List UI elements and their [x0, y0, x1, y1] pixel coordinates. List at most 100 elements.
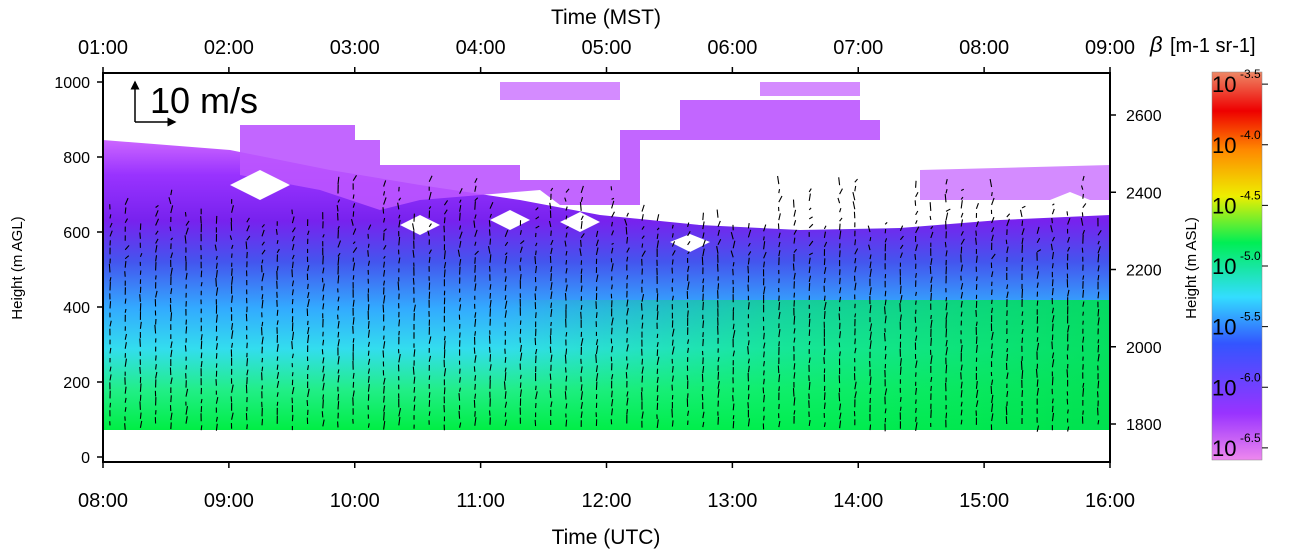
wind-arrow	[732, 415, 735, 420]
y-right-tick-label: 2600	[1126, 108, 1162, 125]
wind-arrow	[504, 241, 509, 247]
wind-arrow	[155, 275, 157, 280]
wind-arrow	[200, 352, 203, 359]
wind-arrow	[459, 422, 462, 428]
wind-arrow	[595, 339, 599, 346]
wind-arrow	[550, 302, 553, 309]
wind-arrow	[397, 202, 400, 210]
colorbar-tick-base: 10	[1212, 72, 1236, 97]
wind-arrow	[656, 342, 659, 348]
wind-arrow	[1021, 370, 1024, 379]
backscatter-field	[103, 82, 1110, 462]
wind-arrow	[915, 422, 918, 431]
wind-arrow	[474, 241, 477, 246]
wind-arrow	[884, 408, 887, 414]
wind-arrow	[960, 390, 963, 398]
wind-arrow	[930, 376, 933, 383]
wind-arrow	[504, 391, 507, 399]
wind-arrow	[778, 250, 781, 257]
wind-arrow	[884, 353, 887, 360]
wind-arrow	[899, 366, 902, 375]
wind-arrow	[687, 265, 690, 273]
colorbar-tick-exponent: -6.0	[1240, 370, 1261, 384]
wind-arrow	[322, 339, 325, 346]
wind-arrow	[991, 350, 994, 359]
wind-arrow	[367, 376, 370, 383]
wind-arrow	[869, 261, 872, 269]
wind-arrow	[215, 314, 218, 323]
wind-arrow	[778, 195, 783, 203]
wind-arrow	[702, 320, 705, 329]
colorbar-tick-exponent: -5.5	[1240, 310, 1261, 324]
wind-arrow	[808, 188, 812, 193]
wind-arrow	[398, 236, 401, 246]
wind-arrow	[322, 419, 325, 427]
wind-arrow	[504, 276, 507, 282]
wind-arrow	[945, 364, 948, 374]
wind-arrow	[1082, 275, 1085, 280]
wind-arrow	[215, 416, 218, 422]
wind-arrow	[1097, 339, 1100, 344]
wind-arrow	[869, 387, 872, 395]
wind-arrow	[945, 212, 949, 221]
wind-arrow	[747, 393, 750, 400]
wind-arrow	[763, 394, 765, 403]
wind-arrow	[413, 349, 416, 357]
wind-arrow	[915, 326, 917, 332]
wind-arrow	[367, 358, 371, 365]
wind-arrow	[641, 214, 644, 221]
wind-arrow	[535, 265, 538, 274]
wind-arrow	[808, 216, 813, 220]
wind-arrow	[443, 217, 446, 224]
wind-arrow	[747, 229, 752, 238]
wind-arrow	[184, 235, 187, 244]
wind-arrow	[945, 412, 948, 419]
wind-arrow	[474, 275, 477, 282]
wind-arrow	[778, 420, 781, 428]
wind-arrow	[823, 267, 827, 275]
wind-arrow	[170, 312, 173, 322]
wind-arrow	[808, 357, 811, 364]
wind-arrow	[548, 220, 552, 228]
wind-arrow	[489, 284, 492, 290]
wind-arrow	[624, 218, 628, 226]
wind-arrow	[671, 420, 674, 427]
wind-arrow	[565, 348, 568, 355]
wind-arrow	[793, 372, 796, 379]
wind-arrow	[595, 274, 599, 283]
wind-arrow	[595, 365, 598, 373]
wind-arrow	[519, 352, 523, 361]
wind-arrow	[109, 320, 112, 327]
wind-arrow	[215, 270, 218, 278]
wind-arrow	[398, 408, 402, 417]
wind-arrow	[489, 292, 492, 299]
wind-arrow	[307, 230, 310, 236]
wind-arrow	[1006, 291, 1009, 299]
wind-arrow	[732, 240, 736, 249]
wind-arrow	[504, 401, 508, 408]
wind-arrow	[155, 238, 159, 244]
wind-arrow	[793, 397, 796, 406]
wind-arrow	[170, 377, 173, 385]
wind-arrow	[945, 328, 948, 338]
wind-arrow	[291, 280, 295, 287]
wind-arrow	[839, 188, 843, 195]
wind-arrow	[839, 296, 842, 303]
wind-arrow	[899, 358, 902, 366]
wind-arrow	[732, 395, 734, 402]
wind-arrow	[550, 239, 554, 246]
x-bottom-tick-label: 13:00	[707, 490, 757, 512]
wind-arrow	[808, 275, 812, 283]
wind-arrow	[1082, 311, 1085, 316]
wind-arrow	[155, 204, 159, 208]
wind-arrow	[124, 245, 130, 251]
wind-arrow	[792, 388, 795, 397]
wind-arrow	[641, 366, 644, 374]
wind-arrow	[124, 298, 127, 304]
wind-arrow	[1036, 282, 1039, 288]
wind-arrow	[1019, 209, 1023, 218]
colorbar-tick-base: 10	[1212, 315, 1236, 340]
wind-arrow	[854, 381, 857, 390]
colorbar-symbol: β	[1149, 32, 1163, 57]
wind-arrow	[1067, 246, 1071, 252]
